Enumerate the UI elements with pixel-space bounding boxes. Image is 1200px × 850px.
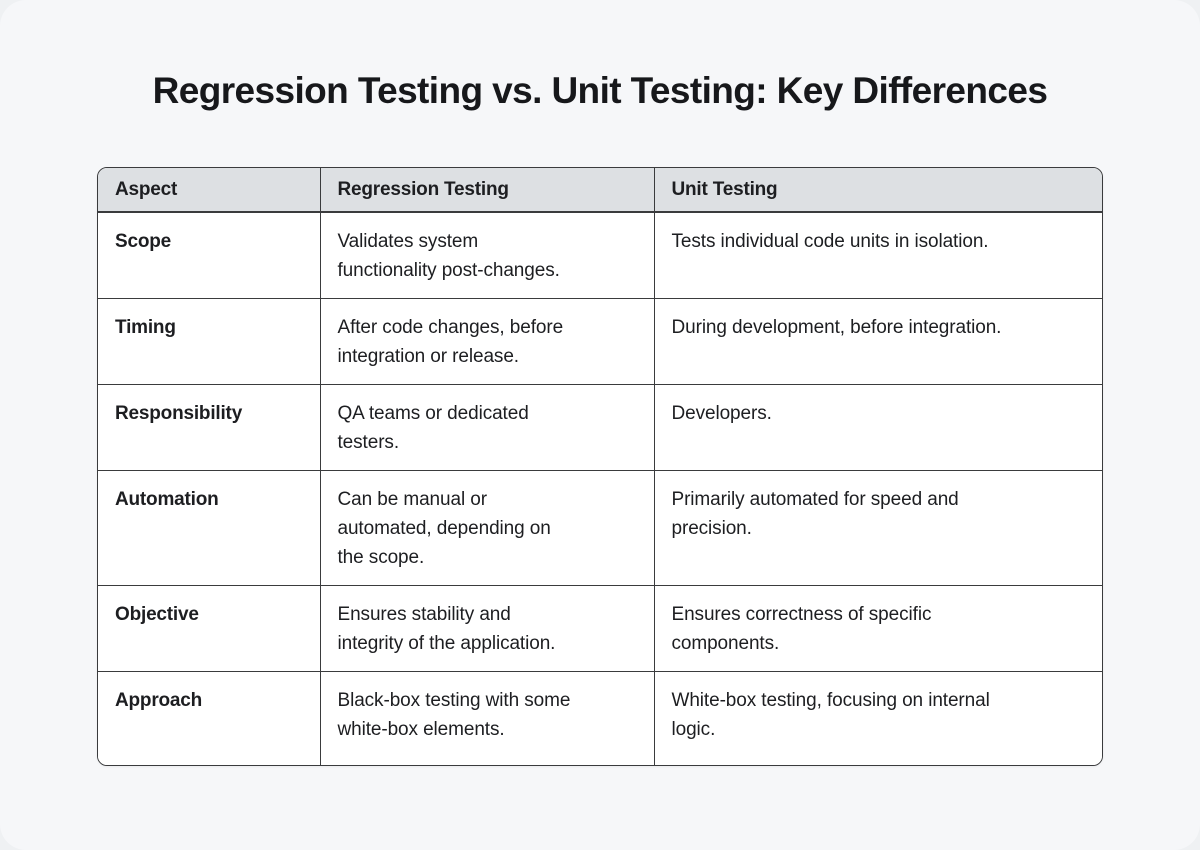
unit-cell: White-box testing, focusing on internal … [654,671,1102,765]
aspect-label: Automation [98,470,321,586]
unit-cell: During development, before integration. [654,298,1102,385]
table-header-row: Aspect Regression Testing Unit Testing [98,168,1102,213]
aspect-label: Objective [98,585,321,672]
table-row: Objective Ensures stability and integrit… [98,585,1102,672]
column-header-regression-testing: Regression Testing [320,168,655,213]
aspect-label: Approach [98,671,321,765]
regression-cell: Validates system functionality post-chan… [320,212,655,299]
aspect-label: Responsibility [98,384,321,471]
comparison-table: Aspect Regression Testing Unit Testing S… [97,167,1103,766]
aspect-label: Timing [98,298,321,385]
regression-cell: Black-box testing with some white-box el… [320,671,655,765]
table-row: Timing After code changes, before integr… [98,298,1102,385]
regression-cell: QA teams or dedicated testers. [320,384,655,471]
page-title: Regression Testing vs. Unit Testing: Key… [152,70,1048,111]
unit-cell: Ensures correctness of specific componen… [654,585,1102,672]
aspect-label: Scope [98,212,321,299]
regression-cell: Ensures stability and integrity of the a… [320,585,655,672]
unit-cell: Developers. [654,384,1102,471]
column-header-aspect: Aspect [98,168,321,213]
table-row: Responsibility QA teams or dedicated tes… [98,384,1102,471]
unit-cell: Primarily automated for speed and precis… [654,470,1102,586]
regression-cell: Can be manual or automated, depending on… [320,470,655,586]
table-row: Automation Can be manual or automated, d… [98,470,1102,586]
unit-cell: Tests individual code units in isolation… [654,212,1102,299]
table-row: Scope Validates system functionality pos… [98,212,1102,299]
column-header-unit-testing: Unit Testing [654,168,1102,213]
regression-cell: After code changes, before integration o… [320,298,655,385]
table-row: Approach Black-box testing with some whi… [98,671,1102,765]
